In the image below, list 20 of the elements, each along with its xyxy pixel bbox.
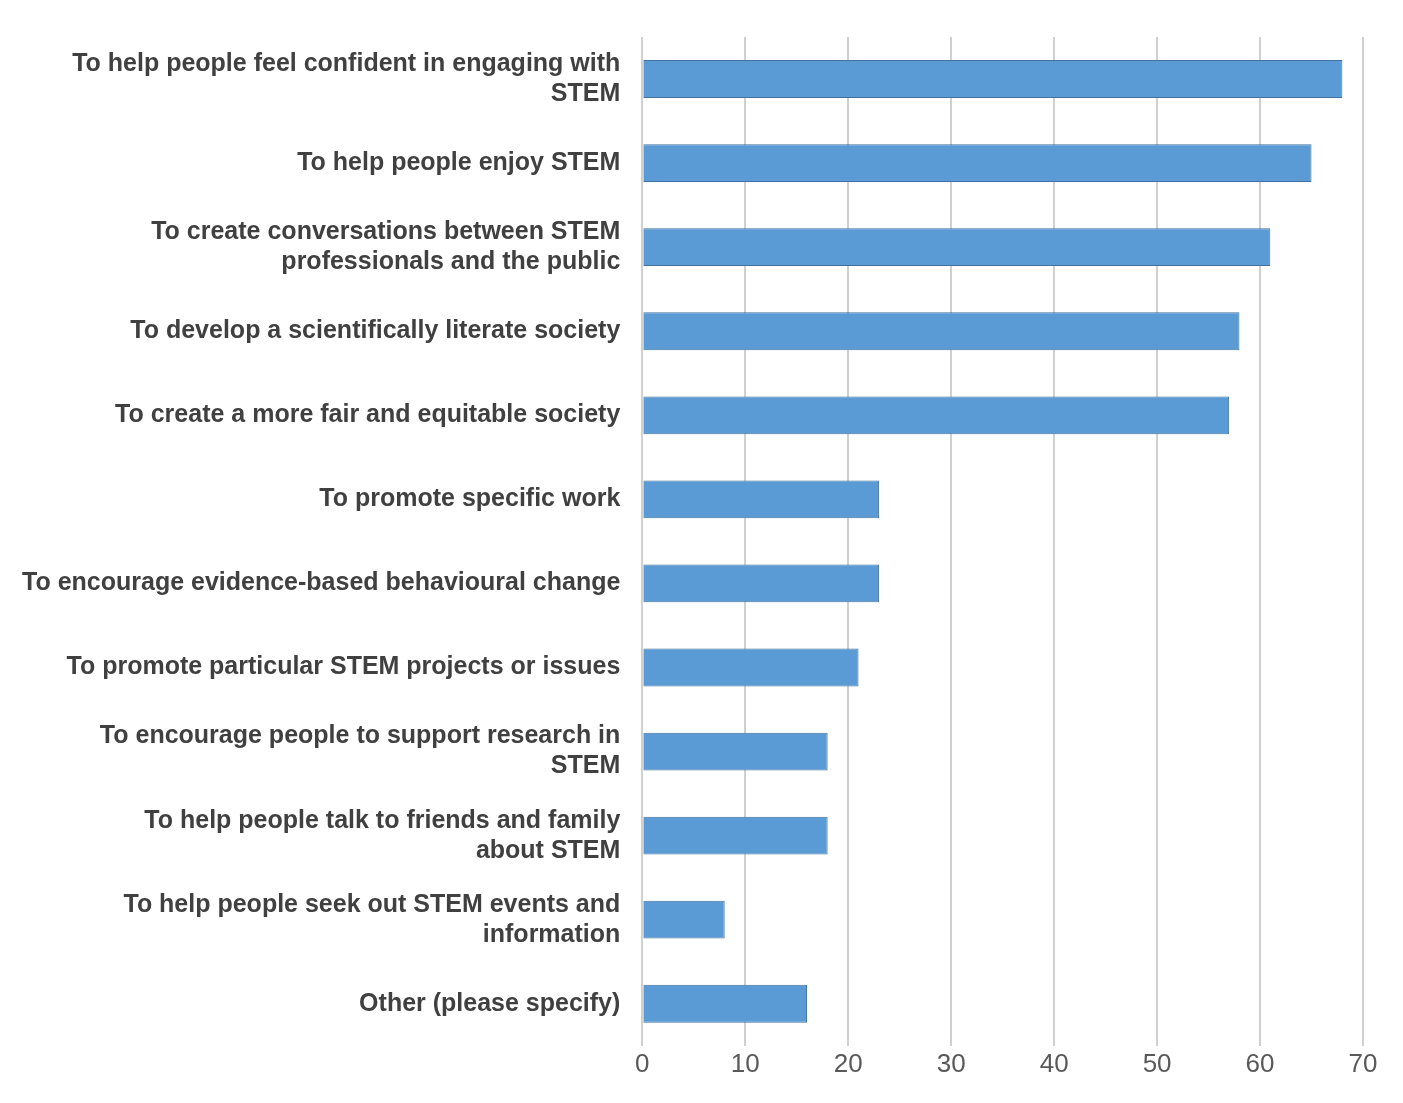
y-tick-label: To help people enjoy STEM <box>297 146 621 175</box>
x-tick-label: 0 <box>635 1047 650 1078</box>
y-tick-label: To promote particular STEM projects or issues <box>66 651 621 680</box>
y-tick-label: To help people feel confident in engaging with STEM <box>72 47 621 106</box>
y-tick-label: To encourage evidence-based behavioural change <box>22 567 621 596</box>
x-tick-label: 70 <box>1348 1047 1378 1078</box>
y-tick-label: Other (please specify) <box>359 987 621 1016</box>
y-tick-label: To develop a scientifically literate society <box>130 315 621 344</box>
y-tick-label: To promote specific work <box>319 483 621 512</box>
x-tick-label: 30 <box>936 1047 966 1078</box>
y-tick-label: To help people talk to friends and family about STEM <box>144 804 621 863</box>
y-tick-label: To encourage people to support research in STEM <box>99 720 621 779</box>
y-tick-label: To create conversations between STEM professionals and the public <box>151 216 621 275</box>
x-tick-label: 50 <box>1142 1047 1172 1078</box>
x-tick-label: 40 <box>1039 1047 1069 1078</box>
x-tick-label: 60 <box>1245 1047 1275 1078</box>
y-tick-label: To create a more fair and equitable society <box>115 399 621 428</box>
x-tick-label: 20 <box>833 1047 863 1078</box>
y-tick-label: To help people seek out STEM events and information <box>123 888 621 947</box>
x-tick-label: 10 <box>730 1047 760 1078</box>
